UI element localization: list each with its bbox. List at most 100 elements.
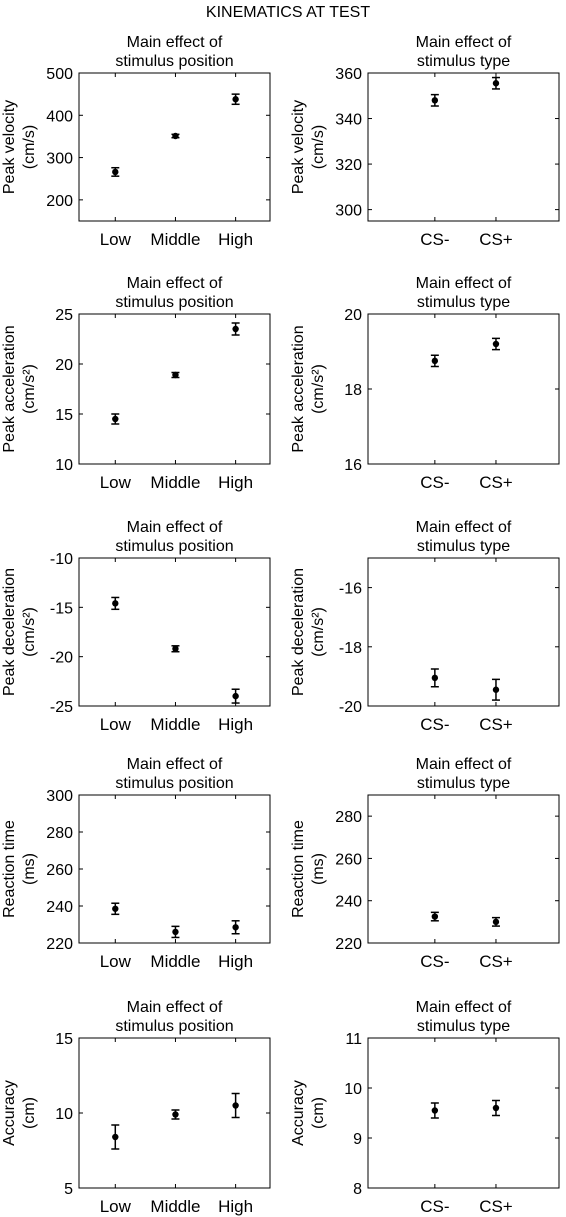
y-tick-label: 400 (46, 108, 73, 125)
y-axis-label: (cm) (310, 1097, 327, 1129)
y-tick-label: 8 (353, 1181, 362, 1198)
x-tick-label: CS+ (479, 952, 513, 971)
chart-panel: Main effect of stimulus type Reaction time… (290, 756, 560, 971)
y-axis-label: (cm) (21, 1097, 38, 1129)
y-tick-label: 220 (335, 936, 362, 953)
x-tick-label: Middle (150, 952, 200, 971)
y-tick-label: 200 (46, 193, 73, 210)
chart-title: Main effect of (127, 999, 223, 1016)
x-tick-label: CS+ (479, 715, 513, 734)
x-tick-label: CS- (420, 230, 449, 249)
chart-title: stimulus position (115, 1018, 233, 1035)
y-axis-label: Peak acceleration (1, 325, 18, 452)
chart-panel: Main effect of stimulus type Accuracy (cm) 8… (290, 999, 560, 1216)
figure-title: KINEMATICS AT TEST (206, 4, 370, 21)
chart-title: Main effect of (127, 519, 223, 536)
y-tick-label: 300 (335, 203, 362, 220)
x-tick-label: Middle (150, 1197, 200, 1216)
y-tick-label: 10 (344, 1081, 362, 1098)
y-tick-label: 360 (335, 66, 362, 83)
y-axis-label: (cm/s) (21, 125, 38, 169)
chart-title: Main effect of (416, 275, 512, 292)
data-point (492, 686, 500, 693)
y-tick-label: 15 (55, 407, 73, 424)
chart-title: stimulus type (417, 775, 510, 792)
y-tick-label: 280 (46, 825, 73, 842)
data-point (232, 325, 239, 333)
x-tick-label: High (218, 473, 253, 492)
data-point (112, 168, 119, 176)
data-point (232, 692, 239, 700)
y-axis-label: (cm/s²) (21, 364, 38, 414)
chart-panel: Main effect of stimulus position Reaction … (1, 756, 271, 971)
chart-panel: Main effect of stimulus type Peak accelera… (290, 275, 560, 492)
y-axis-label: Peak velocity (1, 100, 18, 194)
y-axis-label: (cm/s) (310, 125, 327, 169)
y-tick-label: -18 (339, 640, 362, 657)
y-tick-label: 20 (344, 307, 362, 324)
y-axis-label: (ms) (310, 853, 327, 885)
y-axis-label: Reaction time (1, 820, 18, 918)
chart-panel: Main effect of stimulus position Peak velo… (1, 34, 271, 249)
x-tick-label: Middle (150, 230, 200, 249)
y-tick-label: -10 (50, 551, 73, 568)
data-point (232, 924, 239, 931)
chart-title: Main effect of (416, 519, 512, 536)
data-point (431, 1107, 439, 1114)
y-tick-label: 9 (353, 1131, 362, 1148)
x-tick-label: Low (100, 715, 132, 734)
data-point (431, 674, 439, 682)
chart-title: Main effect of (127, 275, 223, 292)
y-tick-label: 20 (55, 357, 73, 374)
x-tick-label: CS- (420, 1197, 449, 1216)
chart-panel: Main effect of stimulus position Peak acce… (1, 275, 271, 492)
y-tick-label: 25 (55, 307, 73, 324)
axes-box (367, 1037, 560, 1189)
y-axis-label: (cm/s²) (21, 607, 38, 657)
x-tick-label: CS- (420, 715, 449, 734)
chart-title: Main effect of (127, 34, 223, 51)
y-axis-label: (ms) (21, 853, 38, 885)
chart-title: stimulus position (115, 538, 233, 555)
y-axis-label: (cm/s²) (310, 607, 327, 657)
chart-title: Main effect of (127, 756, 223, 773)
y-tick-label: 260 (46, 862, 73, 879)
axes-box (367, 72, 560, 222)
data-point (492, 340, 500, 348)
chart-title: stimulus position (115, 294, 233, 311)
y-tick-label: -25 (50, 699, 73, 716)
x-tick-label: Middle (150, 473, 200, 492)
axes-box (78, 557, 271, 707)
axes-box (367, 557, 560, 707)
y-axis-label: Peak deceleration (1, 568, 18, 696)
data-point (431, 357, 439, 365)
y-tick-label: 240 (46, 899, 73, 916)
y-axis-label: Accuracy (1, 1080, 18, 1146)
chart-title: stimulus position (115, 775, 233, 792)
axes-box (78, 72, 271, 222)
data-point (172, 371, 179, 379)
x-tick-label: CS+ (479, 230, 513, 249)
x-tick-label: High (218, 230, 253, 249)
data-point (431, 913, 439, 920)
y-tick-label: -20 (339, 699, 362, 716)
y-axis-label: Peak velocity (290, 100, 307, 194)
data-point (112, 600, 119, 607)
y-tick-label: 5 (64, 1181, 73, 1198)
x-tick-label: Low (100, 473, 132, 492)
data-point (112, 1133, 119, 1141)
axes-box (367, 313, 560, 465)
data-point (492, 1104, 500, 1112)
y-tick-label: 500 (46, 66, 73, 83)
chart-panel: Main effect of stimulus position Peak dece… (1, 519, 271, 734)
x-tick-label: High (218, 715, 253, 734)
axes-box (78, 794, 271, 944)
y-tick-label: 320 (335, 157, 362, 174)
y-tick-label: 240 (335, 894, 362, 911)
y-tick-label: 11 (345, 1031, 362, 1048)
y-tick-label: -20 (50, 650, 73, 667)
x-tick-label: High (218, 1197, 253, 1216)
chart-title: Main effect of (416, 756, 512, 773)
chart-panel: Main effect of stimulus type Peak velocity… (290, 34, 560, 249)
